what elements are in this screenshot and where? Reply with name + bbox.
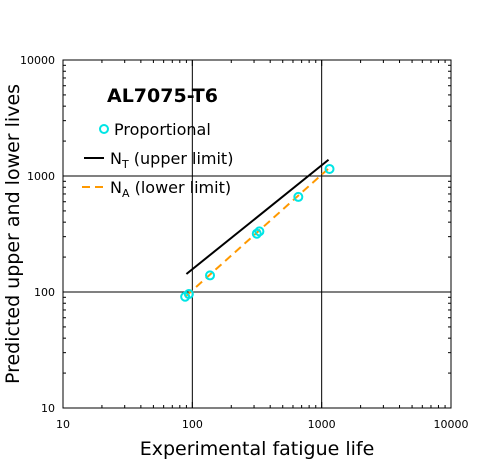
legend-lower-rest: (lower limit) (130, 178, 232, 197)
axis-ticks (62, 60, 451, 409)
legend: Proportional NT (upper limit) NA (lower … (82, 120, 233, 200)
x-tick-labels: 10 100 1000 10000 (56, 418, 469, 431)
x-tick-label: 1000 (308, 418, 336, 431)
legend-marker-proportional (99, 124, 109, 134)
data-point (324, 163, 335, 174)
data-point (183, 289, 194, 300)
y-tick-label: 10000 (20, 54, 55, 67)
data-point (205, 270, 216, 281)
lower-limit-line (185, 167, 330, 297)
legend-upper-main: N (110, 149, 122, 168)
y-tick-label: 100 (34, 286, 55, 299)
upper-limit-line (185, 158, 330, 275)
legend-label-upper: NT (upper limit) (110, 149, 233, 171)
plot-frame (62, 59, 452, 409)
data-point (293, 191, 304, 202)
x-axis-title: Experimental fatigue life (140, 438, 375, 460)
data-point (251, 228, 262, 239)
data-point (254, 226, 265, 237)
chart-annotation: AL7075-T6 (107, 85, 218, 107)
legend-upper-rest: (upper limit) (129, 149, 234, 168)
legend-lower-sub: A (122, 187, 130, 200)
y-axis-title: Predicted upper and lower lives (2, 84, 24, 384)
legend-label-lower: NA (lower limit) (110, 178, 231, 200)
x-tick-label: 10 (56, 418, 70, 431)
legend-upper-sub: T (121, 158, 129, 171)
y-tick-label: 1000 (27, 170, 55, 183)
legend-lower-main: N (110, 178, 122, 197)
grid-lines (63, 60, 451, 408)
series-layer (180, 158, 335, 302)
x-tick-label: 100 (182, 418, 203, 431)
x-tick-label: 10000 (434, 418, 469, 431)
y-tick-label: 10 (41, 402, 55, 415)
y-tick-labels: 10 100 1000 10000 (20, 54, 55, 415)
legend-label-proportional: Proportional (114, 120, 211, 139)
